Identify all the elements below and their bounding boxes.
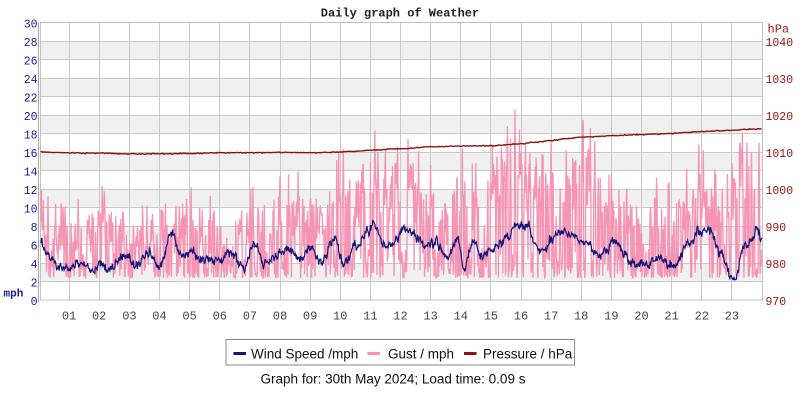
svg-text:07: 07 bbox=[243, 310, 257, 324]
svg-text:1020: 1020 bbox=[766, 111, 794, 124]
svg-text:8: 8 bbox=[31, 222, 38, 235]
svg-text:10: 10 bbox=[24, 204, 38, 217]
svg-text:2: 2 bbox=[31, 278, 38, 291]
svg-text:08: 08 bbox=[273, 310, 287, 324]
svg-text:Wind Speed /mph: Wind Speed /mph bbox=[251, 347, 358, 362]
svg-text:Gust / mph: Gust / mph bbox=[388, 347, 454, 362]
svg-text:22: 22 bbox=[24, 93, 38, 106]
svg-text:15: 15 bbox=[484, 310, 498, 324]
svg-text:22: 22 bbox=[695, 310, 709, 324]
svg-text:14: 14 bbox=[24, 167, 38, 180]
svg-text:970: 970 bbox=[766, 296, 787, 309]
svg-text:1010: 1010 bbox=[766, 148, 794, 161]
svg-text:hPa: hPa bbox=[768, 23, 790, 37]
svg-text:06: 06 bbox=[213, 310, 227, 324]
svg-text:11: 11 bbox=[363, 310, 377, 324]
svg-text:03: 03 bbox=[122, 310, 136, 324]
svg-text:16: 16 bbox=[24, 148, 38, 161]
svg-text:21: 21 bbox=[664, 310, 678, 324]
svg-text:1030: 1030 bbox=[766, 74, 794, 87]
svg-text:Daily graph of Weather: Daily graph of Weather bbox=[321, 7, 479, 21]
svg-text:05: 05 bbox=[182, 310, 196, 324]
svg-text:18: 18 bbox=[24, 130, 38, 143]
svg-text:20: 20 bbox=[634, 310, 648, 324]
svg-text:1000: 1000 bbox=[766, 185, 794, 198]
svg-text:10: 10 bbox=[333, 310, 347, 324]
svg-text:0: 0 bbox=[31, 296, 38, 309]
svg-text:30: 30 bbox=[24, 19, 38, 32]
svg-text:13: 13 bbox=[423, 310, 437, 324]
svg-text:20: 20 bbox=[24, 111, 38, 124]
svg-text:14: 14 bbox=[454, 310, 468, 324]
svg-text:12: 12 bbox=[393, 310, 407, 324]
svg-text:4: 4 bbox=[31, 259, 38, 272]
svg-text:12: 12 bbox=[24, 185, 38, 198]
svg-text:980: 980 bbox=[766, 259, 787, 272]
svg-text:1040: 1040 bbox=[766, 37, 794, 50]
svg-text:04: 04 bbox=[152, 310, 166, 324]
svg-text:01: 01 bbox=[62, 310, 76, 324]
svg-text:19: 19 bbox=[604, 310, 618, 324]
svg-text:Pressure / hPa: Pressure / hPa bbox=[483, 347, 573, 362]
svg-text:Graph for: 30th May 2024; Load: Graph for: 30th May 2024; Load time: 0.0… bbox=[261, 372, 526, 387]
svg-text:mph: mph bbox=[4, 289, 24, 301]
svg-text:23: 23 bbox=[725, 310, 739, 324]
svg-text:6: 6 bbox=[31, 241, 38, 254]
svg-text:24: 24 bbox=[24, 74, 38, 87]
svg-text:16: 16 bbox=[514, 310, 528, 324]
svg-text:18: 18 bbox=[574, 310, 588, 324]
svg-text:09: 09 bbox=[303, 310, 317, 324]
svg-text:990: 990 bbox=[766, 222, 787, 235]
svg-text:17: 17 bbox=[544, 310, 558, 324]
svg-text:28: 28 bbox=[24, 37, 38, 50]
svg-text:02: 02 bbox=[92, 310, 106, 324]
svg-text:26: 26 bbox=[24, 56, 38, 69]
